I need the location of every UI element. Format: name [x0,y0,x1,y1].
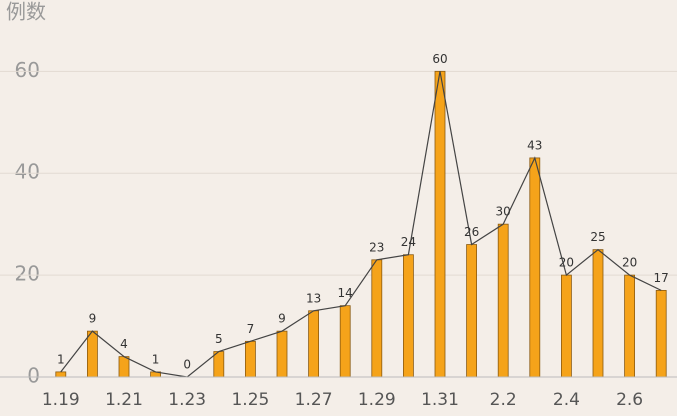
x-tick-label: 2.6 [616,390,643,410]
data-label: 24 [401,235,416,249]
y-axis-title: 例数 [6,0,46,24]
data-label: 13 [306,291,321,305]
bar [624,274,635,378]
data-label: 17 [654,271,669,285]
x-tick-label: 2.2 [490,390,517,410]
bar [529,157,541,378]
data-label: 9 [89,312,97,326]
x-tick-label: 1.31 [421,390,459,410]
x-tick-label: 1.21 [105,390,143,410]
data-label: 26 [464,225,479,239]
bar [308,310,320,378]
data-label: 30 [496,205,511,219]
x-tick-label: 1.19 [42,390,80,410]
bar [466,244,478,378]
data-label: 9 [278,312,286,326]
bar [339,305,351,378]
data-label: 25 [590,230,605,244]
trend-line [60,71,662,378]
y-tick-label: 20 [15,262,40,286]
data-label: 1 [57,352,65,366]
bar [655,289,667,378]
x-tick-label: 1.23 [168,390,206,410]
data-label: 0 [183,358,191,372]
y-tick-label: 60 [15,58,40,82]
bar [87,330,98,378]
bar [118,356,130,378]
bar [244,340,256,378]
bar [497,223,509,378]
y-tick-label: 0 [27,364,40,388]
bar [276,330,288,378]
data-label: 14 [338,286,353,300]
bar [434,70,446,378]
bar [213,351,225,378]
data-label: 7 [247,322,255,336]
data-label: 4 [120,337,128,351]
data-label: 20 [622,256,637,270]
bar [371,259,383,378]
x-tick-label: 1.27 [295,390,333,410]
bar [402,254,414,378]
data-label: 1 [152,352,160,366]
x-tick-label: 1.25 [231,390,269,410]
y-tick-label: 40 [15,160,40,184]
bar [592,249,604,378]
data-label: 5 [215,332,223,346]
data-label: 60 [432,52,447,66]
data-label: 43 [527,138,542,152]
data-label: 23 [369,240,384,254]
x-tick-label: 1.29 [358,390,396,410]
bar [55,371,67,378]
x-tick-label: 2.4 [553,390,580,410]
bar [561,274,572,378]
data-label: 20 [559,256,574,270]
